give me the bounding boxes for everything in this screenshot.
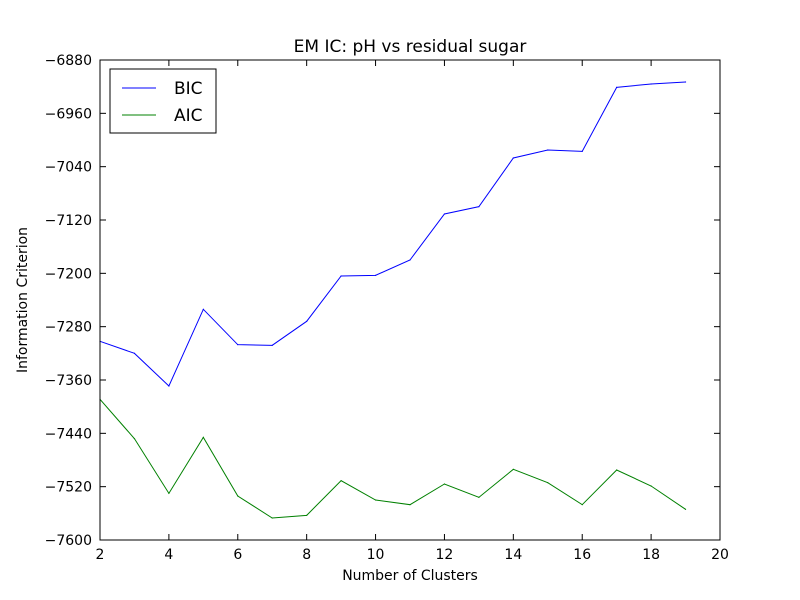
data-point-aic <box>271 517 273 519</box>
data-point-bic <box>168 385 170 387</box>
data-point-bic <box>684 81 687 83</box>
x-tick-label: 16 <box>573 547 591 563</box>
y-axis-label: Information Criterion <box>15 227 31 373</box>
x-tick-label: 18 <box>642 547 660 563</box>
legend-box <box>109 68 217 134</box>
data-point-aic <box>374 499 377 501</box>
y-tick-label: −6960 <box>45 106 92 122</box>
y-tick-label: −7040 <box>45 160 92 176</box>
x-tick-label: 10 <box>367 547 385 563</box>
y-tick-label: −6880 <box>45 53 92 69</box>
data-point-aic <box>478 496 480 498</box>
series-layer <box>99 81 687 519</box>
data-point-aic <box>340 480 342 482</box>
y-tick-label: −7440 <box>45 426 92 442</box>
data-point-aic <box>168 492 170 494</box>
y-tick-label: −7520 <box>45 480 92 496</box>
data-point-aic <box>547 482 549 484</box>
data-point-aic <box>133 438 136 440</box>
data-point-bic <box>512 157 514 159</box>
data-point-aic <box>202 436 204 438</box>
x-tick-label: 20 <box>711 547 729 563</box>
x-tick-label: 6 <box>233 547 242 563</box>
legend: BIC AIC <box>109 68 217 134</box>
data-point-bic <box>409 259 411 261</box>
data-point-aic <box>306 514 308 516</box>
x-tick-label: 14 <box>504 547 522 563</box>
series-line-aic <box>99 399 686 519</box>
data-point-bic <box>237 344 239 346</box>
data-point-aic <box>581 504 583 506</box>
data-point-bic <box>340 275 342 277</box>
x-tick-label: 8 <box>302 547 311 563</box>
data-point-aic <box>616 469 618 471</box>
data-point-bic <box>306 320 308 322</box>
data-point-bic <box>374 274 377 276</box>
data-point-bic <box>616 86 618 88</box>
data-point-aic <box>684 508 687 510</box>
data-point-bic <box>443 213 446 215</box>
y-tick-label: −7600 <box>45 533 92 549</box>
legend-label-bic: BIC <box>174 79 203 99</box>
x-tick-label: 2 <box>96 547 105 563</box>
data-point-aic <box>650 485 652 487</box>
x-axis-label: Number of Clusters <box>342 568 478 584</box>
plot-frame <box>99 59 721 541</box>
legend-label-aic: AIC <box>174 106 203 126</box>
data-point-aic <box>409 504 411 506</box>
y-tick-label: −7280 <box>45 320 92 336</box>
data-point-bic <box>202 308 204 310</box>
data-point-bic <box>478 206 480 208</box>
data-point-aic <box>237 495 239 497</box>
data-point-aic <box>512 468 514 470</box>
axis-ticks: 2 4 6 8 10 12 14 16 18 20 −6880 −6960 −7040 −7120 −720… <box>45 53 729 563</box>
data-point-bic <box>650 83 652 85</box>
data-point-aic <box>443 483 446 485</box>
series-line-bic <box>99 81 686 387</box>
y-tick-label: −7360 <box>45 373 92 389</box>
data-point-bic <box>581 150 583 152</box>
y-tick-label: −7120 <box>45 213 92 229</box>
y-tick-label: −7200 <box>45 266 92 282</box>
data-point-bic <box>547 149 549 151</box>
x-tick-label: 12 <box>436 547 454 563</box>
x-tick-label: 4 <box>164 547 173 563</box>
chart-title: EM IC: pH vs residual sugar <box>294 37 527 57</box>
data-point-bic <box>271 344 273 346</box>
data-point-bic <box>133 352 136 354</box>
